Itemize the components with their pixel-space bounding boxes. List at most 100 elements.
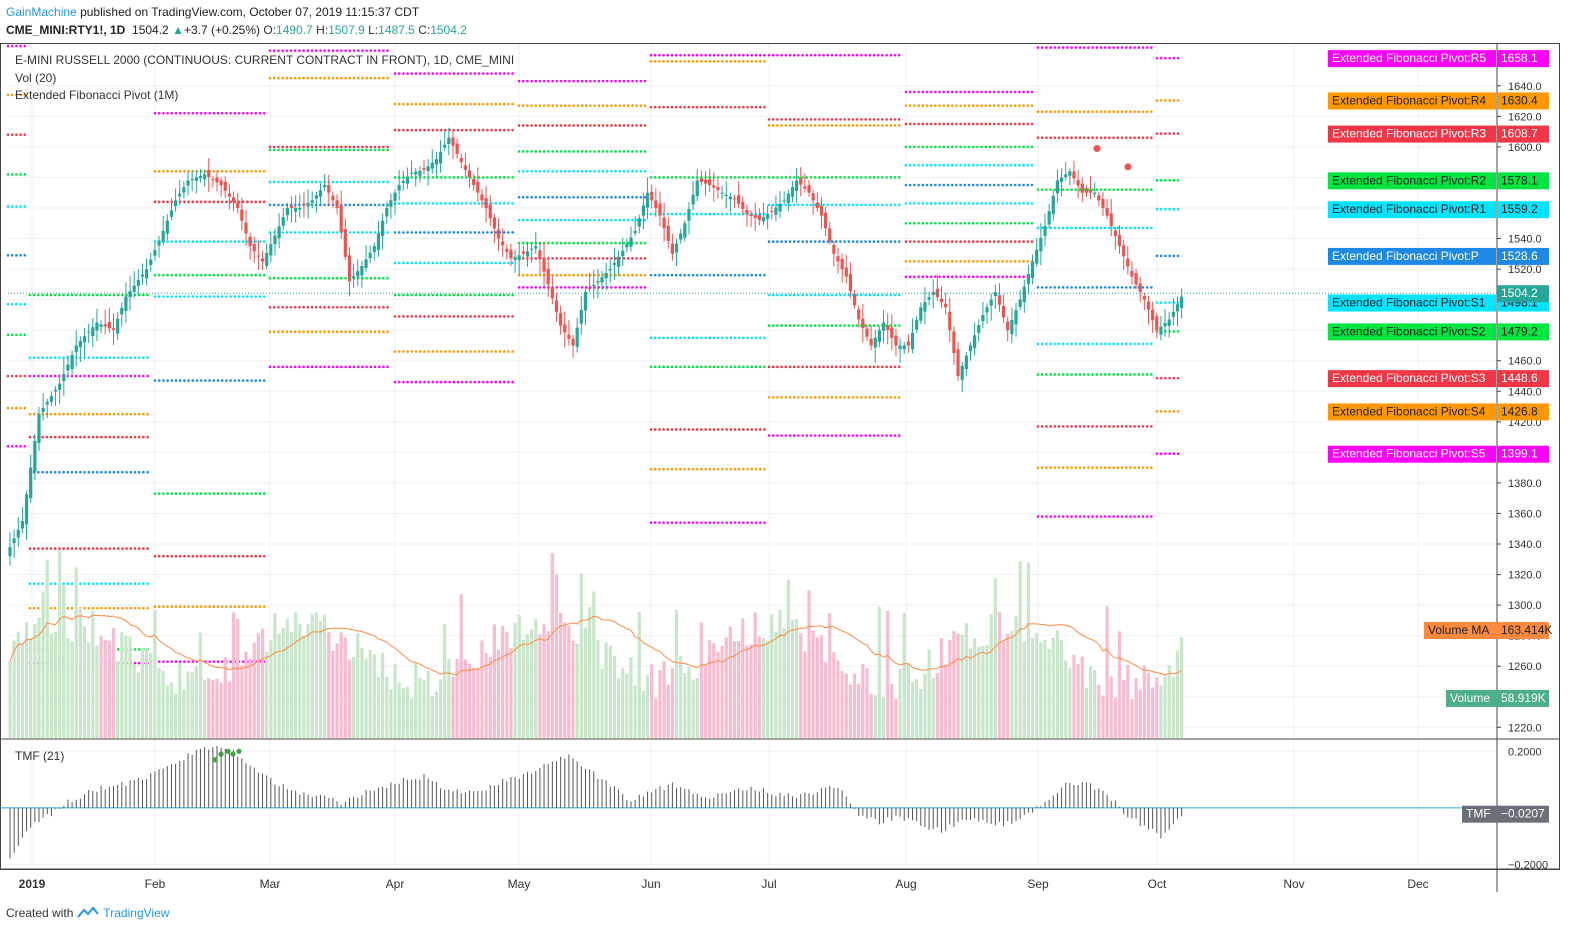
pivot-dot <box>971 260 975 263</box>
pivot-dot <box>6 254 10 257</box>
pivot-dot <box>1066 136 1069 140</box>
pivot-dot <box>285 231 289 234</box>
pivot-dot <box>1018 104 1021 107</box>
pivot-dot <box>1053 188 1057 191</box>
pivot-dot <box>95 435 99 439</box>
pivot-dot <box>125 470 128 474</box>
pivot-dot <box>746 60 749 63</box>
y-tick-label: 1440.0 <box>1508 386 1542 398</box>
pivot-dot <box>427 293 430 297</box>
pivot-dot <box>1137 226 1141 230</box>
pivot-dot <box>908 122 912 126</box>
pivot-dot <box>691 105 695 109</box>
candle-body <box>1055 180 1060 194</box>
pivot-dot <box>323 276 326 280</box>
volume-bar <box>1088 666 1093 738</box>
pivot-dot <box>1145 373 1149 376</box>
pivot-dot <box>572 124 575 127</box>
candle-body <box>1030 261 1035 279</box>
pivot-dot <box>129 412 133 416</box>
pivot-dot <box>10 333 14 337</box>
pivot-dot <box>70 412 74 416</box>
pivot-dot <box>170 170 174 173</box>
candle-body <box>136 280 140 286</box>
pivot-dot <box>649 467 653 471</box>
pivot-dot <box>473 128 477 132</box>
signal-dot <box>1124 163 1132 171</box>
pivot-value-s4-text: 1426.8 <box>1501 404 1538 418</box>
pivot-dot <box>542 195 546 199</box>
volume-bar <box>753 612 757 738</box>
pivot-dot <box>913 163 916 167</box>
pivot-dot <box>1036 515 1040 518</box>
pivot-dot <box>822 434 825 437</box>
pivot-dot <box>502 72 506 75</box>
pivot-dot <box>448 202 451 205</box>
pivot-dot <box>268 76 272 80</box>
x-tick-label: Feb <box>145 877 166 891</box>
volume-bar <box>418 677 422 738</box>
pivot-dot <box>178 170 182 173</box>
pivot-dot <box>323 49 326 52</box>
pivot-dot <box>481 293 485 297</box>
pivot-dot <box>754 105 758 109</box>
pivot-dot <box>28 435 32 439</box>
pivot-dot <box>538 124 542 127</box>
pivot-dot <box>1070 188 1073 191</box>
pivot-dot <box>1030 183 1034 187</box>
pivot-dot <box>963 90 967 94</box>
pivot-dot <box>733 365 737 369</box>
pivot-dot <box>622 124 626 127</box>
pivot-dot <box>91 606 95 610</box>
pivot-dot <box>310 148 314 152</box>
pivot-dot <box>555 273 559 277</box>
pivot-dot <box>758 273 762 277</box>
pivot-dot <box>1013 183 1017 187</box>
pivot-dot <box>1026 163 1030 167</box>
candle-body <box>1180 296 1184 308</box>
tradingview-link[interactable]: TradingView <box>103 906 170 920</box>
pivot-dot <box>584 79 588 83</box>
pivot-dot <box>889 53 893 57</box>
pivot-dot <box>758 53 762 57</box>
pivot-dot <box>1095 136 1099 140</box>
pivot-dot <box>526 124 529 127</box>
pivot-dot <box>555 124 559 127</box>
pivot-dot <box>6 406 10 410</box>
candle-body <box>761 217 766 222</box>
pivot-dot <box>725 60 728 63</box>
volume-bar <box>985 645 989 738</box>
author-link[interactable]: GainMachine <box>6 5 77 19</box>
pivot-dot <box>220 273 224 277</box>
pivot-dot <box>904 104 908 107</box>
volume-bar <box>132 664 136 738</box>
pivot-dot <box>74 374 78 378</box>
volume-bar <box>87 642 91 738</box>
pivot-dot <box>452 350 456 353</box>
pivot-dot <box>220 295 224 298</box>
pivot-dot <box>365 365 368 369</box>
pivot-dot <box>327 145 331 149</box>
candle-body <box>223 181 227 191</box>
pivot-dot <box>456 315 460 318</box>
pivot-dot <box>955 122 958 126</box>
pivot-dot <box>246 605 249 608</box>
pivot-dot <box>393 176 397 179</box>
pivot-dot <box>170 379 174 382</box>
candle-body <box>823 212 828 229</box>
low-value: 1487.5 <box>378 23 415 37</box>
symbol-name[interactable]: CME_MINI:RTY1!, 1D <box>6 23 126 37</box>
pivot-dot <box>601 170 605 173</box>
pivot-dot <box>614 241 617 245</box>
pivot-dot <box>58 293 61 297</box>
pivot-dot <box>460 350 464 353</box>
pivot-dot <box>797 324 800 327</box>
pivot-dot <box>691 428 695 431</box>
pivot-dot <box>10 254 14 257</box>
pivot-dot <box>153 273 157 277</box>
candle-body <box>509 249 513 259</box>
candle-body <box>190 178 194 180</box>
pivot-dot <box>452 380 456 384</box>
pivot-dot <box>780 124 783 127</box>
